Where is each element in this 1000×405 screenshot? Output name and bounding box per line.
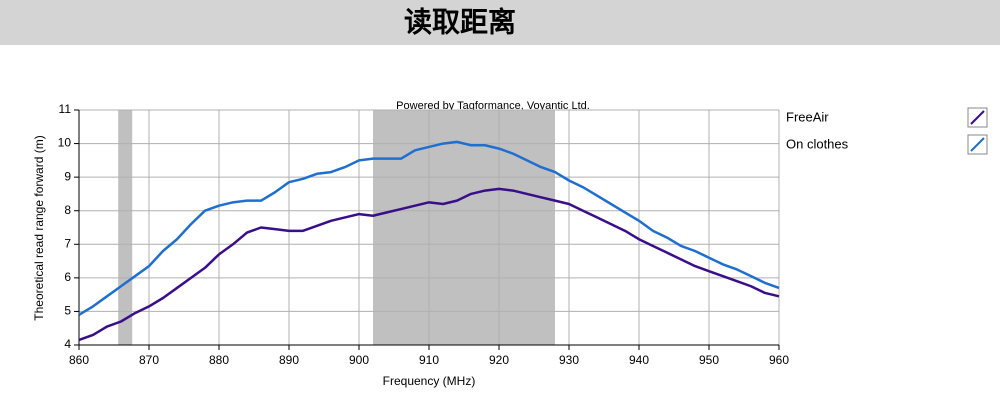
title-banner — [0, 0, 1000, 45]
x-tick-label: 860 — [69, 353, 89, 367]
y-tick-label: 7 — [64, 236, 71, 250]
x-tick-label: 950 — [699, 353, 719, 367]
legend-swatch — [970, 137, 985, 152]
frequency-band — [118, 110, 133, 345]
x-tick-label: 890 — [279, 353, 299, 367]
y-tick-label: 6 — [64, 270, 71, 284]
legend-label: FreeAir — [786, 109, 829, 124]
y-tick-label: 4 — [64, 337, 71, 351]
y-tick-label: 9 — [64, 169, 71, 183]
x-tick-label: 870 — [139, 353, 159, 367]
x-tick-label: 920 — [489, 353, 509, 367]
y-tick-label: 10 — [58, 136, 72, 150]
x-axis-label: Frequency (MHz) — [383, 374, 476, 388]
y-axis-label: Theoretical read range forward (m) — [32, 135, 46, 320]
x-tick-label: 910 — [419, 353, 439, 367]
frequency-band — [373, 110, 555, 345]
x-tick-label: 940 — [629, 353, 649, 367]
y-tick-label: 5 — [64, 304, 71, 318]
y-tick-label: 11 — [59, 102, 72, 116]
series-line — [78, 187, 780, 342]
legend-swatch — [970, 110, 985, 125]
x-tick-label: 960 — [769, 353, 789, 367]
x-tick-label: 900 — [349, 353, 369, 367]
legend-label: On clothes — [786, 136, 849, 151]
annotation: Powered by Tagformance, Voyantic Ltd. — [396, 100, 590, 112]
series-line — [78, 140, 780, 316]
chart-title: 读取距离 — [404, 5, 516, 37]
y-tick-label: 8 — [64, 203, 71, 217]
x-tick-label: 930 — [559, 353, 579, 367]
x-tick-label: 880 — [209, 353, 229, 367]
